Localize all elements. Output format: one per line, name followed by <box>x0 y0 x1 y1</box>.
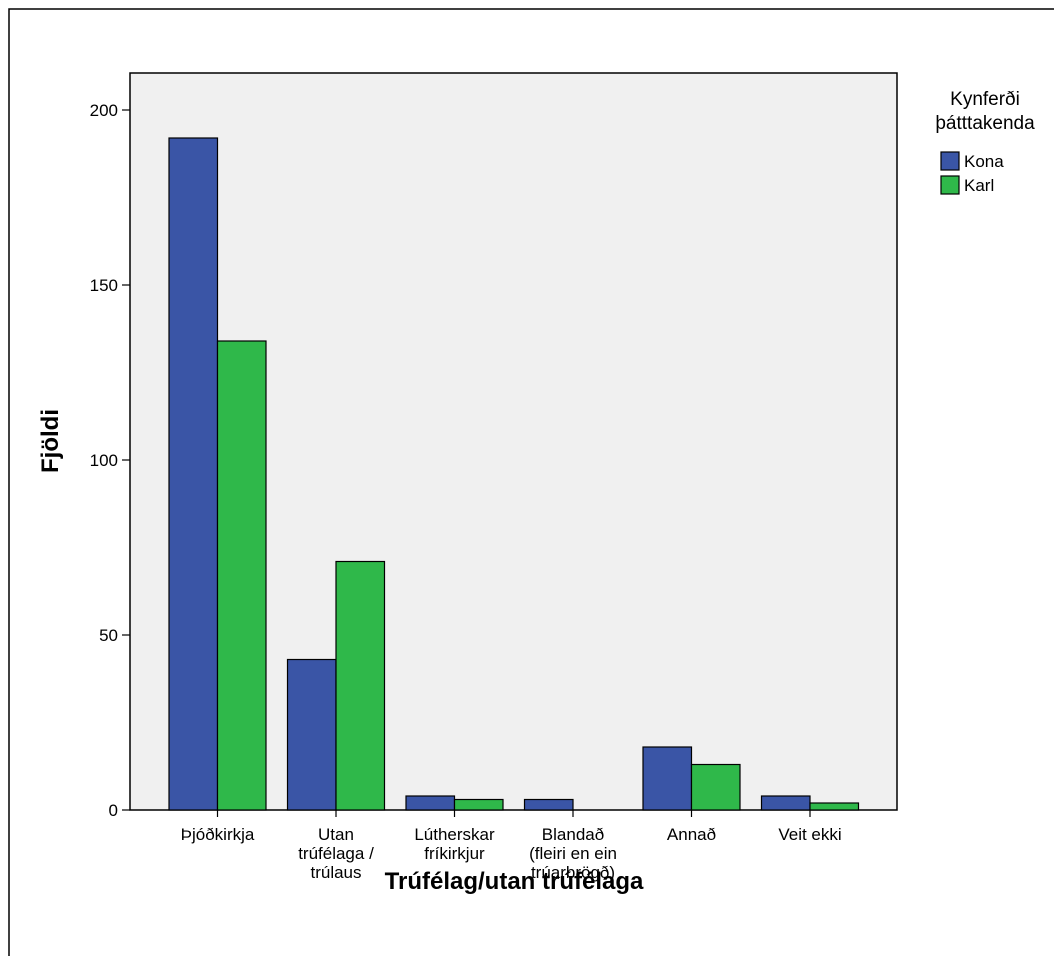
y-axis: 0 50 100 150 200 <box>90 101 130 820</box>
x-tick-label: (fleiri en ein <box>529 844 617 863</box>
x-tick-label: Þjóðkirkja <box>181 825 255 844</box>
bar-karl <box>216 340 267 811</box>
bar-karl <box>809 802 860 811</box>
bar-karl <box>335 560 386 811</box>
bars <box>168 137 860 811</box>
x-tick-label: Veit ekki <box>778 825 841 844</box>
bar-karl <box>690 763 741 811</box>
x-tick-label: fríkirkjur <box>424 844 485 863</box>
x-tick-label: Blandað <box>542 825 604 844</box>
legend-title: Kynferði <box>950 89 1020 110</box>
legend-label-kona: Kona <box>964 152 1004 171</box>
x-tick-label: trúfélaga / <box>298 844 374 863</box>
y-axis-title: Fjöldi <box>37 409 64 473</box>
x-tick-label: Annað <box>667 825 716 844</box>
legend: Kynferði þátttakenda Kona Karl <box>935 89 1035 195</box>
x-tick-label: trúlaus <box>310 863 361 882</box>
bar-kona <box>286 658 337 811</box>
y-tick-label: 150 <box>90 276 118 295</box>
bar-kona <box>523 798 574 811</box>
y-tick-label: 200 <box>90 101 118 120</box>
x-tick-label: trúarbrögð) <box>531 863 615 882</box>
bar-kona <box>168 137 219 811</box>
bar-kona <box>405 795 456 811</box>
legend-swatch-karl <box>940 175 960 195</box>
bar-kona <box>760 795 811 811</box>
x-tick-label: Utan <box>318 825 354 844</box>
legend-title: þátttakenda <box>935 113 1035 134</box>
x-tick-label: Lútherskar <box>414 825 495 844</box>
legend-label-karl: Karl <box>964 176 994 195</box>
bar-kona <box>642 746 693 811</box>
y-tick-label: 50 <box>99 626 118 645</box>
bar-karl <box>453 798 504 811</box>
x-axis-title: Trúfélag/utan trúfélaga <box>385 868 644 895</box>
legend-swatch-kona <box>940 151 960 171</box>
y-tick-label: 100 <box>90 451 118 470</box>
y-tick-label: 0 <box>109 801 118 820</box>
